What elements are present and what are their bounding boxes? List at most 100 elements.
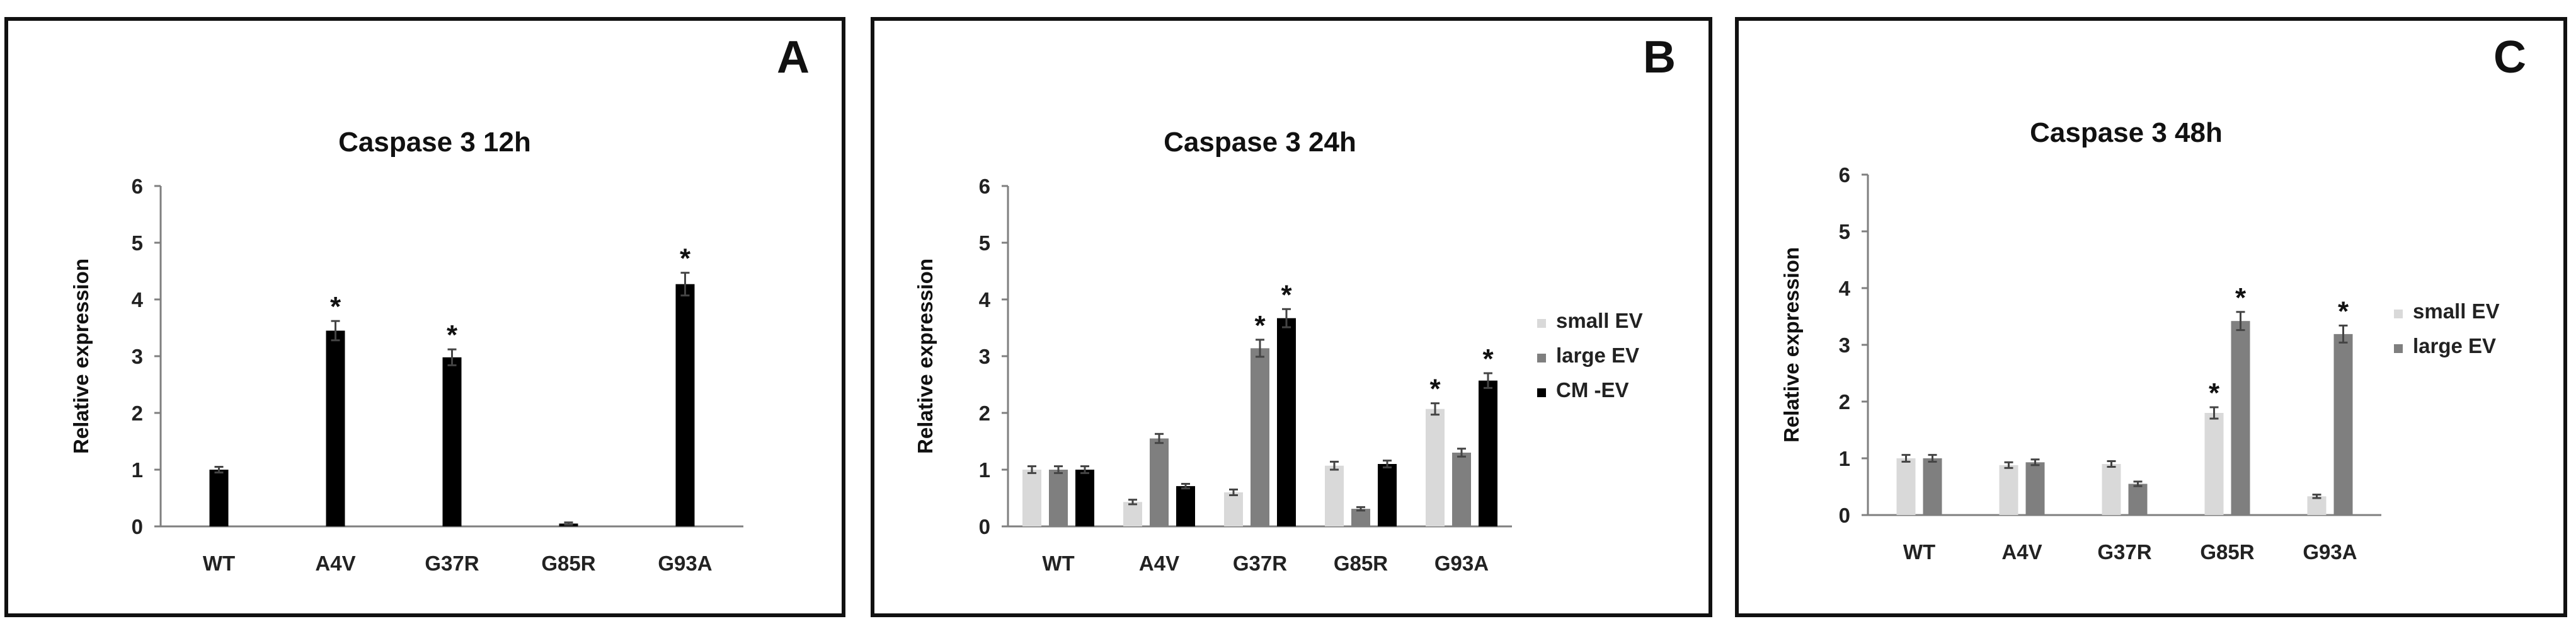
significance-star: * (447, 320, 458, 351)
x-category-label: G37R (425, 552, 479, 575)
bar (1452, 453, 1471, 526)
legend-label: CM -EV (1556, 378, 1629, 402)
legend-label: small EV (2413, 299, 2500, 323)
y-tick-label: 4 (1839, 277, 1851, 300)
x-category-label: A4V (1139, 552, 1179, 575)
bar (1022, 470, 1041, 526)
bar (1075, 470, 1094, 526)
y-tick-label: 5 (1839, 220, 1850, 243)
y-tick-label: 4 (979, 288, 991, 311)
significance-star: * (1254, 310, 1266, 341)
bar (326, 330, 345, 526)
x-category-label: G93A (1434, 552, 1489, 575)
x-category-label: WT (1903, 540, 1935, 564)
bar (1224, 492, 1243, 526)
x-category-label: WT (203, 552, 235, 575)
panel-a-frame (4, 17, 845, 617)
x-category-label: G37R (2097, 540, 2151, 564)
legend-swatch (1537, 319, 1546, 328)
y-tick-label: 5 (132, 231, 143, 255)
bar (442, 357, 462, 526)
legend-label: large EV (1556, 344, 1639, 367)
panel-c-title: Caspase 3 48h (2030, 117, 2223, 148)
x-category-label: G93A (2303, 540, 2357, 564)
x-category-label: G37R (1233, 552, 1287, 575)
y-tick-label: 0 (979, 515, 990, 538)
x-category-label: G85R (2200, 540, 2254, 564)
y-tick-label: 0 (1839, 504, 1850, 527)
panel-a-title: Caspase 3 12h (338, 127, 531, 158)
significance-star: * (680, 243, 691, 274)
y-tick-label: 2 (979, 402, 990, 425)
legend-swatch (1537, 354, 1546, 362)
bar (1277, 318, 1296, 526)
bar (1150, 438, 1169, 526)
y-tick-label: 6 (1839, 163, 1850, 187)
significance-star: * (1482, 344, 1494, 374)
panel-a: Caspase 3 12h A 0 1 2 3 4 5 6 Relative expressi… (4, 17, 845, 617)
x-category-label: A4V (2001, 540, 2042, 564)
y-tick-label: 5 (979, 231, 990, 255)
y-tick-label: 4 (132, 288, 144, 311)
y-tick-label: 0 (132, 515, 143, 538)
panel-b-plot: 0 1 2 3 4 5 6 Relative expression WT A4V G37R * * G85… (913, 175, 1643, 575)
y-tick-label: 3 (979, 345, 990, 368)
bar (1325, 465, 1344, 526)
y-axis-title: Relative expression (69, 258, 93, 454)
significance-star: * (2338, 296, 2349, 327)
legend-label: large EV (2413, 334, 2496, 357)
panel-b-title: Caspase 3 24h (1164, 127, 1356, 158)
bar (1251, 348, 1269, 526)
x-category-label: G85R (541, 552, 595, 575)
y-tick-label: 3 (1839, 333, 1850, 357)
bar (1923, 458, 1942, 515)
bar (2333, 333, 2353, 515)
bar (675, 284, 695, 526)
bar (2128, 484, 2148, 515)
bar (1426, 409, 1445, 526)
y-tick-label: 2 (132, 402, 143, 425)
y-tick-label: 1 (1839, 447, 1850, 470)
y-tick-label: 6 (979, 175, 990, 198)
legend-swatch (2394, 310, 2403, 318)
bar (1378, 464, 1397, 526)
x-category-label: G93A (658, 552, 712, 575)
x-category-label: WT (1042, 552, 1074, 575)
x-category-label: G85R (1334, 552, 1388, 575)
y-axis-title: Relative expression (1780, 247, 1803, 443)
bar (2307, 496, 2327, 515)
legend-label: small EV (1556, 309, 1643, 332)
y-tick-label: 1 (132, 458, 143, 482)
y-axis-title: Relative expression (913, 258, 937, 454)
bar (1479, 380, 1497, 526)
bar (1896, 458, 1916, 515)
bar (1123, 502, 1142, 526)
bar (1351, 509, 1370, 526)
panel-c: Caspase 3 48h C 0 1 2 3 4 5 6 Relative expressi… (1735, 17, 2567, 617)
y-tick-label: 3 (132, 345, 143, 368)
panel-a-letter: A (777, 32, 810, 83)
y-tick-label: 1 (979, 458, 990, 482)
bar (1999, 465, 2018, 515)
bar (209, 470, 229, 526)
bar (1176, 486, 1195, 526)
bar (2231, 321, 2250, 515)
y-tick-label: 6 (132, 175, 143, 198)
significance-star: * (1429, 374, 1441, 405)
x-category-label: A4V (315, 552, 355, 575)
bar (2025, 462, 2045, 515)
panel-a-plot: 0 1 2 3 4 5 6 Relative expression WT A4V * G37R * G85… (69, 175, 743, 575)
panel-c-letter: C (2493, 32, 2526, 83)
bar (2102, 464, 2121, 515)
bar (1049, 470, 1068, 526)
bar (2204, 413, 2224, 515)
significance-star: * (1281, 279, 1292, 310)
panel-b: Caspase 3 24h B 0 1 2 3 4 5 6 Relative expressi… (871, 17, 1712, 617)
significance-star: * (2209, 378, 2220, 409)
significance-star: * (330, 291, 341, 322)
panel-b-letter: B (1643, 32, 1676, 83)
legend-swatch (1537, 388, 1546, 397)
panel-c-plot: 0 1 2 3 4 5 6 Relative expression WT A4V G37R G85R *… (1780, 163, 2500, 564)
